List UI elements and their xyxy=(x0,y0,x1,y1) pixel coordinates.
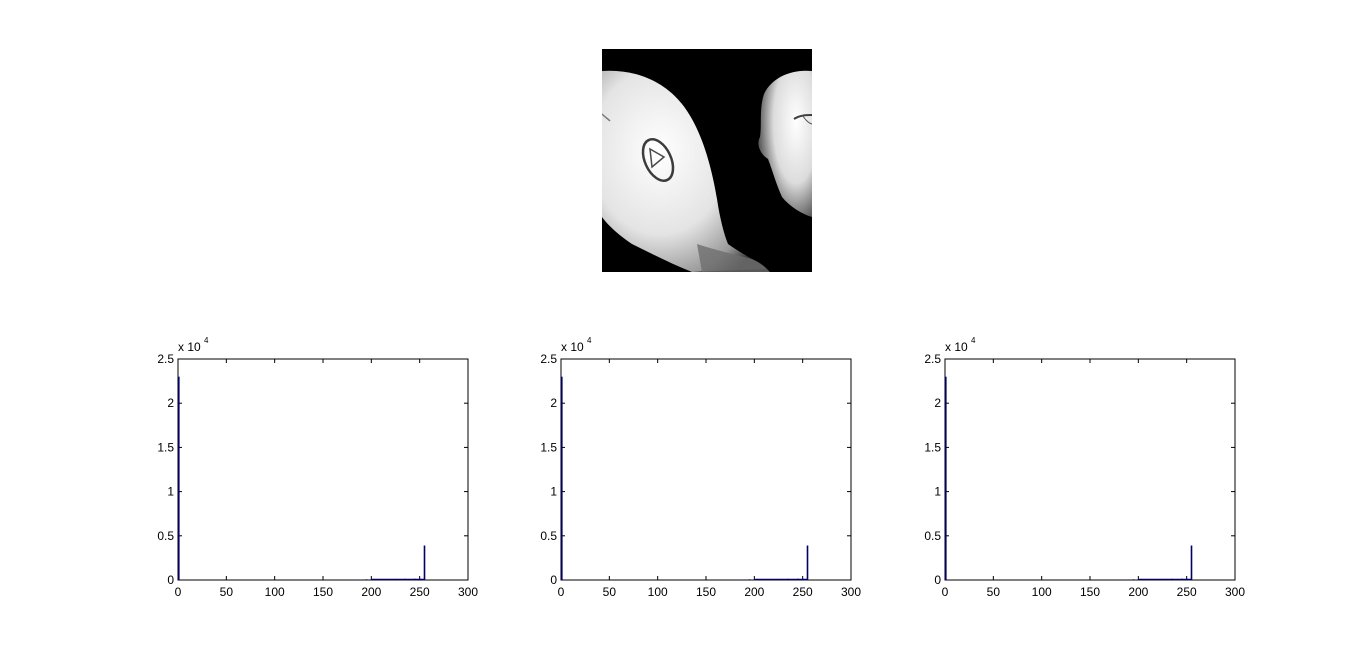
x-tick-label: 150 xyxy=(696,585,716,599)
y-exponent-label: x 10 xyxy=(178,340,201,354)
x-tick-label: 300 xyxy=(1225,585,1245,599)
x-tick-label: 250 xyxy=(1177,585,1197,599)
histogram-bar xyxy=(1190,545,1193,580)
y-tick-label: 0.5 xyxy=(157,529,174,543)
x-tick-label: 250 xyxy=(410,585,430,599)
histogram-chart-2: 0 50 100 150 200 250 300 0 0.5 1 1.5 2 2.5 x 10 4 xyxy=(540,336,861,599)
histogram-bar xyxy=(739,579,741,580)
x-tick-label: 200 xyxy=(744,585,764,599)
plot-frame xyxy=(177,358,469,581)
histogram-bar xyxy=(561,376,563,580)
x-tick-label: 50 xyxy=(603,585,617,599)
histogram-bar xyxy=(375,579,377,580)
x-tick-label: 150 xyxy=(1080,585,1100,599)
y-tick-label: 1.5 xyxy=(924,440,941,454)
y-tick-label: 1 xyxy=(934,485,941,499)
y-exponent-power: 4 xyxy=(204,336,209,345)
y-tick-label: 0.5 xyxy=(924,529,941,543)
y-tick-label: 1.5 xyxy=(157,440,174,454)
x-tick-label: 0 xyxy=(942,585,949,599)
x-tick-label: 0 xyxy=(175,585,182,599)
histogram-bar xyxy=(351,579,353,580)
histogram-bar xyxy=(394,578,397,580)
y-exponent-power: 4 xyxy=(587,336,592,345)
x-tick-label: 0 xyxy=(558,585,565,599)
histogram-bar xyxy=(768,579,770,580)
y-exponent-power: 4 xyxy=(971,336,976,345)
x-tick-label: 50 xyxy=(220,585,234,599)
histogram-bar xyxy=(385,579,387,580)
histogram-bar xyxy=(806,545,809,580)
y-tick-label: 2 xyxy=(167,396,174,410)
y-tick-label: 2.5 xyxy=(157,352,174,366)
x-tick-label: 250 xyxy=(793,585,813,599)
histogram-bar xyxy=(1142,579,1144,580)
x-tick-label: 100 xyxy=(648,585,668,599)
histogram-bar xyxy=(404,578,406,580)
histogram-bar xyxy=(1132,579,1135,580)
histogram-bar xyxy=(801,578,804,580)
y-exponent-label: x 10 xyxy=(945,340,968,354)
y-tick-label: 2.5 xyxy=(540,352,557,366)
x-tick-label: 300 xyxy=(458,585,478,599)
histogram-bar xyxy=(1171,578,1173,580)
histogram-bar xyxy=(748,579,751,580)
y-tick-label: 2.5 xyxy=(924,352,941,366)
y-exponent-label: x 10 xyxy=(561,340,584,354)
y-tick-label: 1 xyxy=(167,485,174,499)
x-tick-label: 200 xyxy=(361,585,381,599)
histogram-bar xyxy=(787,578,789,580)
histogram-bar xyxy=(414,578,416,580)
y-tick-label: 0 xyxy=(550,573,557,587)
x-tick-label: 150 xyxy=(313,585,333,599)
y-tick-label: 2 xyxy=(934,396,941,410)
x-tick-label: 200 xyxy=(1128,585,1148,599)
histogram-bar xyxy=(423,545,426,580)
histogram-bar xyxy=(178,376,180,580)
x-tick-label: 100 xyxy=(1032,585,1052,599)
y-tick-label: 0 xyxy=(934,573,941,587)
x-tick-label: 300 xyxy=(841,585,861,599)
histogram-chart-3: 0 50 100 150 200 250 300 0 0.5 1 1.5 2 2.5 x 10 4 xyxy=(924,336,1245,599)
y-tick-label: 1 xyxy=(550,485,557,499)
y-tick-label: 0 xyxy=(167,573,174,587)
histogram-chart-1: 0 50 100 150 200 250 300 0 0.5 1 1.5 2 2.5 x 10 4 xyxy=(157,336,478,599)
histogram-bar xyxy=(945,376,947,580)
y-tick-label: 1.5 xyxy=(540,440,557,454)
histogram-bar xyxy=(777,578,780,580)
histogram-bar xyxy=(758,579,760,580)
y-tick-label: 2 xyxy=(550,396,557,410)
histogram-bar xyxy=(365,579,368,580)
mri-head-rendering-image xyxy=(602,49,812,272)
histogram-bar xyxy=(418,578,421,580)
x-tick-label: 100 xyxy=(265,585,285,599)
histogram-bar xyxy=(1181,578,1183,580)
histogram-bar xyxy=(1161,578,1164,580)
y-tick-label: 0.5 xyxy=(540,529,557,543)
histogram-bar xyxy=(1152,579,1154,580)
head-rendering-svg xyxy=(602,49,812,272)
histogram-bar xyxy=(797,578,799,580)
histogram-bar xyxy=(1123,579,1125,580)
x-tick-label: 50 xyxy=(987,585,1001,599)
histogram-bar xyxy=(1185,578,1188,580)
